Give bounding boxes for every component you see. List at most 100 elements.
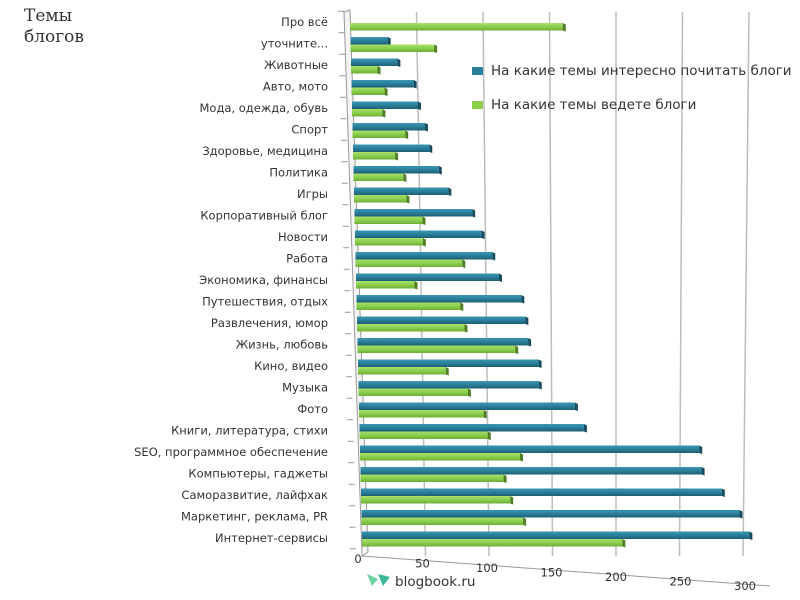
bar-read — [356, 295, 525, 304]
gridline — [548, 11, 554, 557]
bar-write — [357, 345, 519, 354]
category-label: Компьютеры, гаджеты — [188, 467, 328, 481]
bar-write — [353, 173, 407, 182]
bar-write — [358, 367, 449, 376]
category-label: Мода, одежда, обувь — [200, 101, 329, 115]
bar-read — [350, 37, 391, 46]
legend-label-read: На какие темы интересно почитать блоги — [491, 63, 792, 79]
bar-read — [360, 445, 703, 454]
legend-label-write: На какие темы ведете блоги — [491, 97, 697, 113]
category-label: Корпоративный блог — [200, 209, 328, 223]
bar-write — [359, 410, 487, 419]
category-label: Музыка — [282, 381, 328, 395]
bar-read — [354, 209, 476, 218]
x-tick-label: 200 — [605, 570, 627, 584]
bar-read — [352, 123, 428, 132]
category-label: Жизнь, любовь — [236, 338, 329, 352]
bar-read — [351, 80, 417, 89]
bar-write — [360, 474, 507, 483]
category-label: Политика — [269, 166, 328, 180]
category-label: Животные — [264, 58, 328, 72]
legend-swatch-read — [472, 67, 483, 75]
gridline — [482, 11, 490, 557]
bar-read — [361, 488, 725, 497]
bar-read — [355, 230, 485, 239]
bar-write — [361, 517, 527, 526]
x-tick-label: 300 — [734, 579, 756, 593]
bar-write — [351, 66, 381, 75]
bar-read — [360, 467, 705, 476]
gridlines — [415, 11, 750, 557]
category-label: Интернет-сервисы — [215, 531, 328, 545]
x-tick-labels: 0 50 100 150 200 250 300 — [354, 552, 756, 593]
bar-write — [359, 431, 491, 440]
x-tick-label: 250 — [670, 575, 692, 589]
chart-title: Темы блогов — [24, 6, 84, 47]
bar-read — [358, 381, 542, 390]
category-label: уточните... — [261, 37, 328, 51]
watermark: blogbook.ru — [366, 573, 475, 591]
category-label: Кино, видео — [254, 359, 328, 373]
category-label: Саморазвитие, лайфхак — [181, 488, 328, 502]
category-label: Развлечения, юмор — [211, 316, 328, 330]
x-tick-label: 0 — [354, 552, 361, 566]
bar-write — [350, 23, 566, 32]
x-tick-label: 50 — [415, 557, 430, 571]
category-label: SEO, программное обеспечение — [134, 445, 328, 459]
x-tick-label: 150 — [541, 566, 563, 580]
bar-read — [361, 510, 743, 519]
bar-write — [355, 259, 466, 268]
category-label: Фото — [297, 402, 328, 416]
bar-write — [361, 496, 514, 505]
bar-write — [354, 216, 426, 225]
bar-read — [356, 273, 502, 282]
legend-item-write: На какие темы ведете блоги — [472, 96, 792, 114]
bars — [350, 23, 753, 548]
bar-read — [359, 424, 587, 433]
legend-item-read: На какие темы интересно почитать блоги — [472, 62, 792, 80]
x-tick-label: 100 — [476, 561, 498, 575]
bar-write — [356, 281, 418, 290]
bar-read — [353, 166, 442, 175]
bar-write — [362, 539, 626, 548]
bar-read — [352, 101, 421, 110]
legend: На какие темы интересно почитать блоги Н… — [472, 62, 792, 130]
blogbook-logo-icon — [366, 573, 392, 591]
bar-read — [359, 402, 578, 411]
bar-write — [358, 388, 471, 397]
x-axis-line — [361, 555, 771, 587]
category-label: Работа — [286, 252, 328, 266]
bar-write — [352, 109, 386, 118]
bar-read — [357, 316, 529, 325]
bar-read — [358, 359, 542, 368]
bar-read — [351, 58, 401, 67]
category-label: Здоровье, медицина — [202, 144, 328, 158]
bar-read — [354, 187, 452, 196]
category-label: Авто, мото — [263, 80, 328, 94]
gridline — [678, 11, 684, 557]
bar-read — [355, 252, 496, 261]
watermark-text: blogbook.ru — [395, 574, 476, 590]
category-labels: Про всё уточните... Животные Авто, мото Мода… — [134, 15, 328, 545]
bar-read — [353, 144, 433, 153]
category-label: Книги, литература, стихи — [171, 424, 328, 438]
bar-write — [352, 130, 409, 139]
bar-write — [353, 152, 399, 161]
category-label: Про всё — [281, 15, 328, 29]
bar-read — [357, 338, 532, 347]
bar-write — [360, 453, 523, 462]
category-label: Маркетинг, реклама, PR — [181, 510, 328, 524]
bar-write — [355, 238, 426, 247]
bar-write — [354, 195, 410, 204]
bar-write — [356, 302, 464, 311]
category-label: Новости — [278, 230, 328, 244]
legend-swatch-write — [472, 101, 483, 109]
category-label: Спорт — [291, 123, 328, 137]
bar-write — [351, 87, 388, 96]
bar-write — [350, 44, 438, 53]
category-label: Путешествия, отдых — [202, 295, 328, 309]
bar-read — [362, 531, 753, 540]
category-label: Экономика, финансы — [199, 273, 328, 287]
bar-write — [357, 324, 468, 333]
